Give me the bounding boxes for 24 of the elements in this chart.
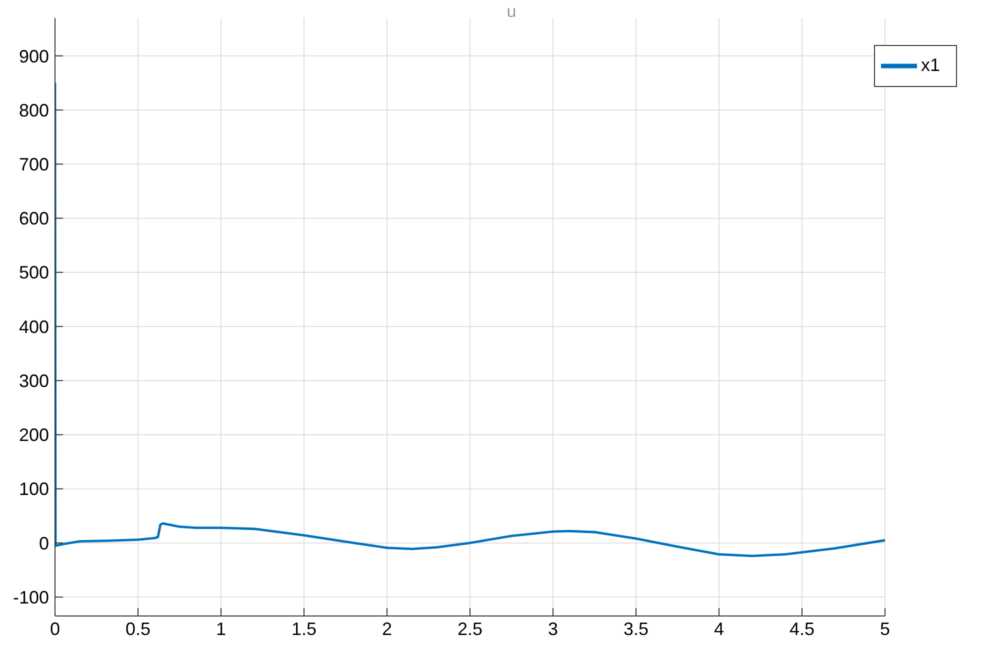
y-tick-label: 800 xyxy=(18,100,49,120)
x-tick-label: 0.5 xyxy=(125,618,151,639)
y-tick-label: 500 xyxy=(18,262,49,283)
x-tick-label: 3.5 xyxy=(623,618,649,639)
y-tick-label: 400 xyxy=(18,316,49,337)
legend-label: x1 xyxy=(920,54,940,75)
x-tick-label: 5 xyxy=(880,618,890,639)
y-tick-label: 600 xyxy=(18,208,49,229)
y-tick-label: 200 xyxy=(18,425,49,446)
x-tick-label: 4 xyxy=(714,618,724,639)
y-tick-label: 900 xyxy=(18,46,49,66)
y-tick-label: 0 xyxy=(38,533,49,554)
y-tick-label: 100 xyxy=(18,479,49,500)
y-tick-label: 300 xyxy=(18,370,49,391)
x-tick-label: 1.5 xyxy=(291,618,317,639)
y-tick-label: 700 xyxy=(18,154,49,175)
x-tick-label: 4.5 xyxy=(789,618,814,639)
line-series xyxy=(55,82,885,558)
y-tick-label: -100 xyxy=(12,587,49,608)
x-tick-label: 3 xyxy=(548,618,558,639)
chart-title: u xyxy=(506,2,518,22)
x-tick-label: 2.5 xyxy=(457,618,483,639)
x-tick-label: 1 xyxy=(216,618,226,639)
x-tick-label: 2 xyxy=(382,618,392,639)
